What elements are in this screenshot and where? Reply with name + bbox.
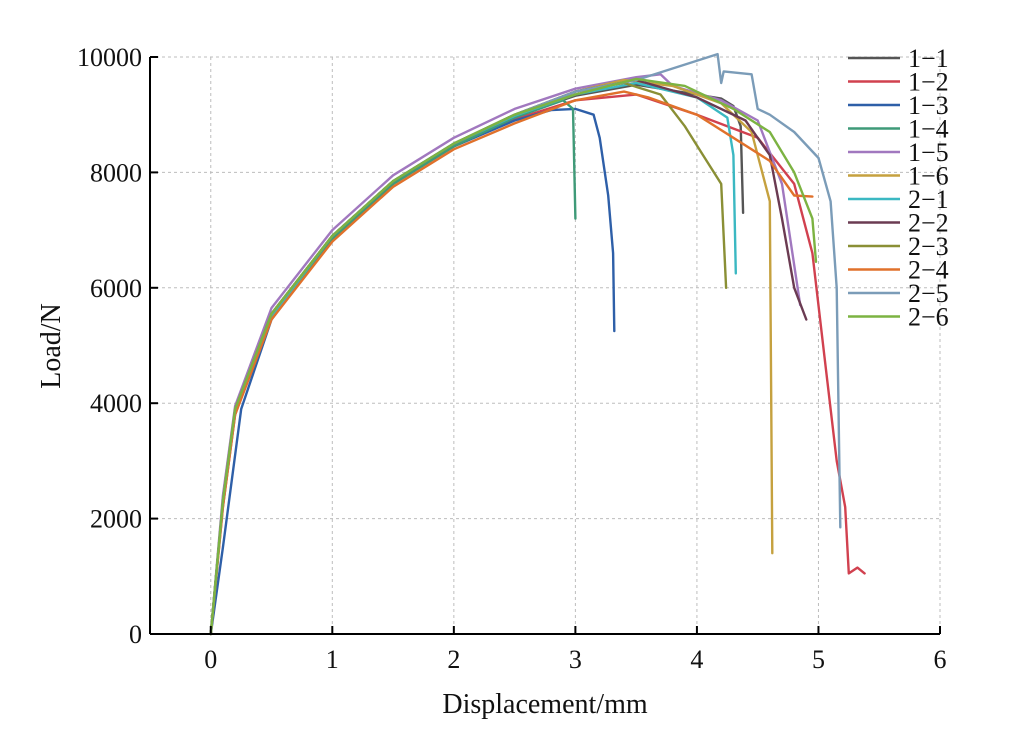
series-line-5 bbox=[209, 73, 802, 636]
legend-label: 1−5 bbox=[908, 138, 949, 167]
y-tick-label: 8000 bbox=[90, 158, 142, 187]
series-line-8 bbox=[209, 78, 808, 636]
ticks-layer: 0 1 2 3 4 5 6 0 2000 4000 6000 8000 10000 bbox=[77, 43, 947, 674]
axes-layer bbox=[149, 57, 940, 635]
x-axis-title: Displacement/mm bbox=[442, 689, 648, 720]
legend-label: 2−1 bbox=[908, 185, 949, 214]
y-tick-label: 2000 bbox=[90, 505, 142, 534]
x-tick-label: 5 bbox=[812, 645, 825, 674]
series-line-1 bbox=[209, 83, 745, 636]
y-tick-label: 4000 bbox=[90, 389, 142, 418]
x-tick-label: 6 bbox=[934, 645, 947, 674]
y-tick-label: 0 bbox=[129, 620, 142, 649]
series-line-9 bbox=[209, 81, 728, 636]
grid-layer bbox=[150, 56, 941, 635]
x-tick-label: 0 bbox=[204, 645, 217, 674]
legend-label: 1−4 bbox=[908, 115, 949, 144]
legend: 1−11−21−31−41−51−62−12−22−32−42−52−6 bbox=[848, 44, 949, 332]
legend-label: 1−6 bbox=[908, 162, 949, 191]
series-layer bbox=[209, 52, 866, 636]
y-axis-title: Load/N bbox=[36, 303, 67, 389]
series-line-7 bbox=[209, 81, 737, 636]
legend-label: 2−3 bbox=[908, 232, 949, 261]
x-tick-label: 2 bbox=[447, 645, 460, 674]
series-line-2 bbox=[209, 93, 866, 636]
y-tick-label: 6000 bbox=[90, 274, 142, 303]
legend-label: 2−2 bbox=[908, 209, 949, 238]
x-tick-label: 4 bbox=[690, 645, 703, 674]
series-line-11 bbox=[209, 52, 842, 636]
series-line-10 bbox=[209, 90, 814, 636]
legend-label: 1−1 bbox=[908, 44, 949, 73]
legend-label: 2−5 bbox=[908, 279, 949, 308]
x-tick-label: 3 bbox=[569, 645, 582, 674]
series-line-12 bbox=[209, 77, 818, 636]
series-line-3 bbox=[209, 107, 616, 636]
x-tick-label: 1 bbox=[326, 645, 339, 674]
legend-label: 2−4 bbox=[908, 256, 949, 285]
series-line-6 bbox=[209, 78, 774, 636]
legend-label: 1−3 bbox=[908, 91, 949, 120]
legend-label: 2−6 bbox=[908, 303, 949, 332]
legend-label: 1−2 bbox=[908, 68, 949, 97]
y-tick-label: 10000 bbox=[77, 43, 142, 72]
